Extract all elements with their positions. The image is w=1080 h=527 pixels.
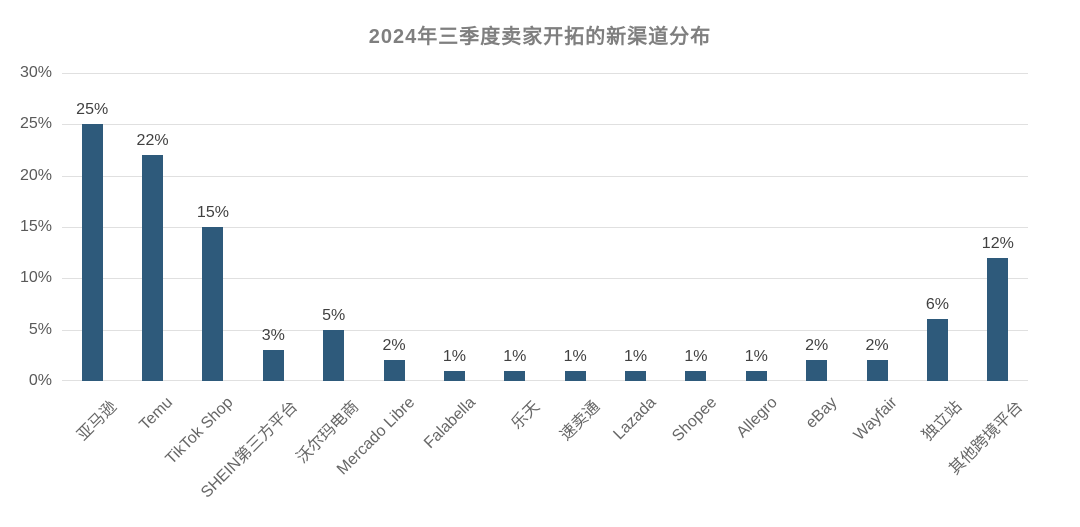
y-tick-label: 10% (19, 269, 52, 287)
plot-area: 25% 22% 15% 3% 5% 2% 1% 1% 1% 1% 1% 1% 2% 2% 6% 12% (62, 73, 1028, 381)
y-tick-label: 25% (19, 115, 52, 133)
bar-slot: 1% (424, 73, 484, 381)
bar (383, 360, 405, 381)
bar (504, 370, 526, 381)
bar-value-label: 1% (624, 347, 648, 365)
bar (202, 227, 224, 381)
bar-slot: 1% (666, 73, 726, 381)
bar (443, 370, 465, 381)
x-slot: Lazada (605, 388, 665, 527)
y-tick-label: 15% (19, 218, 52, 235)
bar (987, 257, 1009, 381)
gridline (62, 227, 1028, 228)
bar-slot: 12% (968, 73, 1028, 381)
x-tick-label: 速卖通 (557, 398, 604, 445)
bar (142, 155, 164, 381)
bar-value-label: 12% (981, 234, 1014, 252)
bar (926, 319, 948, 381)
bar (745, 370, 767, 381)
x-slot: 速卖通 (545, 388, 605, 527)
bar-slot: 3% (243, 73, 303, 381)
y-axis: 0% 5% 10% 15% 20% 25% 30% (0, 64, 52, 389)
bar-value-label: 2% (865, 337, 889, 355)
x-slot: eBay (787, 388, 847, 527)
bar (564, 370, 586, 381)
x-tick-label: eBay (802, 394, 841, 432)
x-slot: 乐天 (485, 388, 545, 527)
gridline (62, 73, 1028, 74)
bar (866, 360, 888, 381)
bar-slot: 22% (122, 73, 182, 381)
bar-slot: 6% (907, 73, 967, 381)
bar-value-label: 1% (744, 347, 768, 365)
x-tick-label: Falabella (420, 394, 479, 452)
bar-value-label: 1% (503, 347, 527, 365)
x-tick-label: Shopee (668, 394, 720, 446)
bar-slot: 1% (726, 73, 786, 381)
bar (685, 370, 707, 381)
x-tick-label: 乐天 (508, 398, 544, 433)
bar-value-label: 5% (322, 306, 346, 324)
bar-value-label: 6% (925, 296, 949, 314)
y-tick-label: 0% (28, 372, 52, 389)
bar-slot: 2% (847, 73, 907, 381)
bar-value-label: 22% (136, 132, 169, 150)
bar (806, 360, 828, 381)
bar-value-label: 25% (76, 101, 109, 119)
x-tick-label: 独立站 (919, 398, 966, 445)
gridline (62, 329, 1028, 331)
bar-slot: 5% (304, 73, 364, 381)
x-slot: 亚马逊 (62, 388, 122, 527)
x-slot: Wayfair (847, 388, 907, 527)
x-tick-label: Temu (136, 394, 177, 434)
bar-value-label: 15% (196, 204, 229, 221)
bar (625, 370, 647, 381)
x-slot: Falabella (420, 388, 484, 527)
y-tick-label: 30% (19, 64, 52, 81)
x-slot: 其他跨境平台 (946, 388, 1028, 527)
bar-slot: 1% (485, 73, 545, 381)
chart-title: 2024年三季度卖家开拓的新渠道分布 (368, 26, 712, 48)
gridline (62, 124, 1028, 126)
gridline (62, 175, 1028, 177)
bar-value-label: 2% (382, 337, 406, 355)
x-tick-label: Wayfair (851, 394, 902, 444)
y-tick-label: 20% (19, 166, 52, 184)
bars-container: 25% 22% 15% 3% 5% 2% 1% 1% 1% 1% 1% 1% 2% 2% 6% 12% (62, 73, 1028, 381)
bar-slot: 2% (787, 73, 847, 381)
y-tick-label: 5% (28, 320, 52, 338)
bar-value-label: 1% (442, 347, 466, 365)
bar (262, 350, 284, 381)
x-tick-label: Allegro (733, 394, 781, 442)
bar-value-label: 1% (684, 347, 708, 365)
x-tick-label: 亚马逊 (74, 398, 121, 445)
bar (81, 124, 103, 381)
x-slot: Shopee (666, 388, 726, 527)
bar-value-label: 3% (261, 327, 285, 345)
bar-slot: 2% (364, 73, 424, 381)
x-slot: SHEIN第三方平台 (198, 388, 303, 527)
bar (323, 329, 345, 381)
bar-value-label: 2% (805, 337, 829, 355)
x-slot: Mercado Libre (334, 388, 424, 527)
bar-slot: 15% (183, 73, 243, 381)
x-slot: Allegro (726, 388, 786, 527)
bar-slot: 1% (605, 73, 665, 381)
x-tick-label: Lazada (610, 394, 660, 444)
x-axis: 亚马逊 Temu TikTok Shop SHEIN第三方平台 沃尔玛电商 Mercado… (62, 388, 1028, 527)
bar-value-label: 1% (563, 347, 587, 365)
bar-slot: 25% (62, 73, 122, 381)
gridline (62, 380, 1028, 381)
bar-slot: 1% (545, 73, 605, 381)
gridline (62, 278, 1028, 280)
